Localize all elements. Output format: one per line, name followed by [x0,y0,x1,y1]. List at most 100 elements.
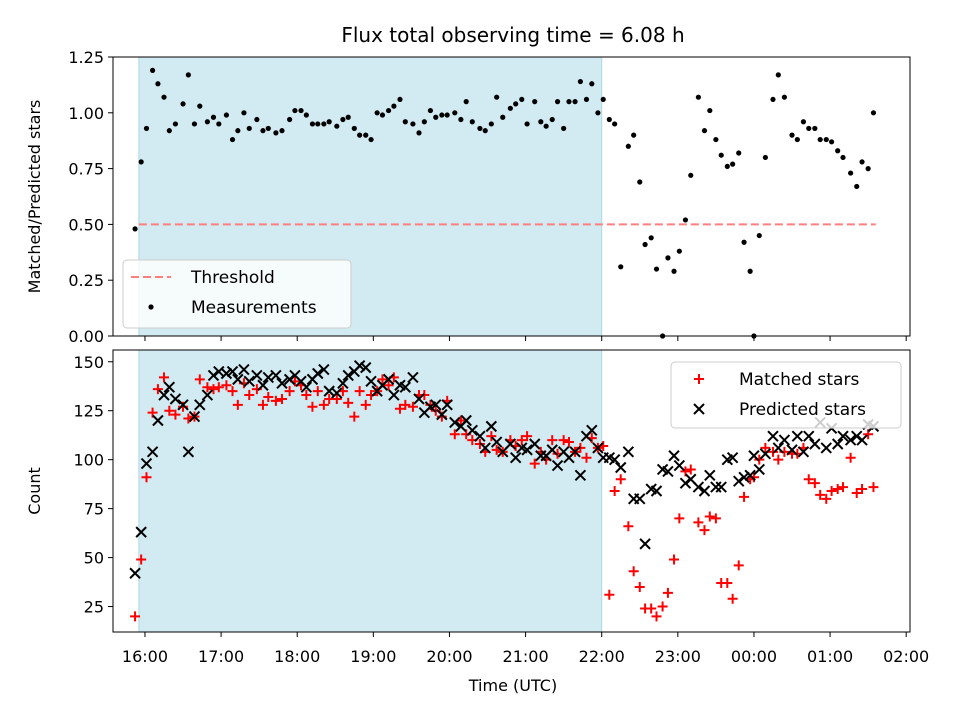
data-point [141,472,152,483]
data-point [279,128,285,134]
data-point [704,511,715,522]
data-point [430,399,442,411]
legend-label: Threshold [190,268,275,288]
data-point [682,217,689,223]
data-point [163,381,176,393]
data-point [263,392,274,402]
data-point [303,112,309,118]
data-point [394,403,405,414]
data-point [135,526,147,538]
data-point [759,448,772,460]
data-point [583,96,590,103]
y-tick-label: 50 [84,549,104,568]
data-point [519,96,525,103]
data-point [345,114,351,120]
data-point [699,525,710,536]
data-point [357,132,363,138]
data-point [803,474,814,485]
data-point [840,154,846,161]
data-point [164,405,175,416]
data-point [315,121,321,127]
data-point [662,465,674,478]
data-point [270,395,281,406]
data-point [831,438,844,450]
data-point [138,159,144,165]
data-point [826,486,837,496]
data-point [363,132,369,138]
data-point [407,371,419,384]
x-tick-label: 19:00 [350,647,396,666]
data-point [170,409,181,420]
data-point [815,489,826,500]
data-point [760,442,771,453]
data-point [340,116,346,123]
data-point [169,393,182,405]
data-point [563,437,574,448]
data-point [488,121,494,127]
data-point [524,121,530,127]
data-point [554,99,561,105]
legend-label: Matched stars [739,370,859,390]
data-point [410,121,416,127]
data-point [374,110,380,116]
legend-label: Predicted stars [739,400,866,420]
data-point [284,386,295,397]
data-point [586,424,598,436]
data-point [710,481,722,493]
data-point [433,114,439,120]
data-point [821,493,832,504]
legend: Threshold Measurements [122,259,352,329]
data-point [238,363,250,376]
data-point [474,430,486,442]
data-point [152,414,164,427]
data-point [845,452,856,463]
data-point [791,430,804,442]
data-point [241,110,247,116]
x-tick-label: 17:00 [198,647,244,666]
data-point [460,414,472,427]
data-point [482,128,488,134]
data-point [287,116,293,123]
data-point [382,373,395,386]
data-point [500,114,506,120]
y-tick-label: 0.75 [68,160,104,179]
data-point [551,459,564,472]
data-point [786,444,798,456]
data-point [292,107,298,114]
data-point [232,399,243,410]
y-tick-label: 0.50 [68,215,104,234]
data-point [490,436,503,448]
data-point [773,454,784,465]
data-point [257,379,269,391]
data-point [191,121,198,127]
data-point [436,408,448,421]
data-point [823,136,829,143]
data-point [318,363,330,376]
y-tick-label: 25 [84,598,104,617]
data-point [665,255,671,261]
data-point [753,463,765,476]
x-tick-label: 02:00 [883,647,929,666]
data-point [301,390,312,401]
data-point [628,566,639,577]
data-point [399,381,412,393]
data-point [844,434,857,446]
data-point [161,94,167,100]
data-point [756,232,762,239]
data-point [343,397,354,408]
data-point [642,241,648,248]
legend-label: Measurements [191,298,317,318]
data-point [143,125,150,132]
data-point [558,435,569,446]
data-point [223,112,230,118]
data-point [650,485,663,497]
data-point [693,517,704,528]
data-point [685,464,696,475]
data-point [159,372,170,383]
data-point [606,116,612,123]
y-tick-label: 1.00 [68,104,104,123]
y-tick-label: 150 [73,353,104,372]
x-tick-label: 18:00 [274,647,320,666]
data-point [794,136,800,143]
data-point [479,442,491,454]
